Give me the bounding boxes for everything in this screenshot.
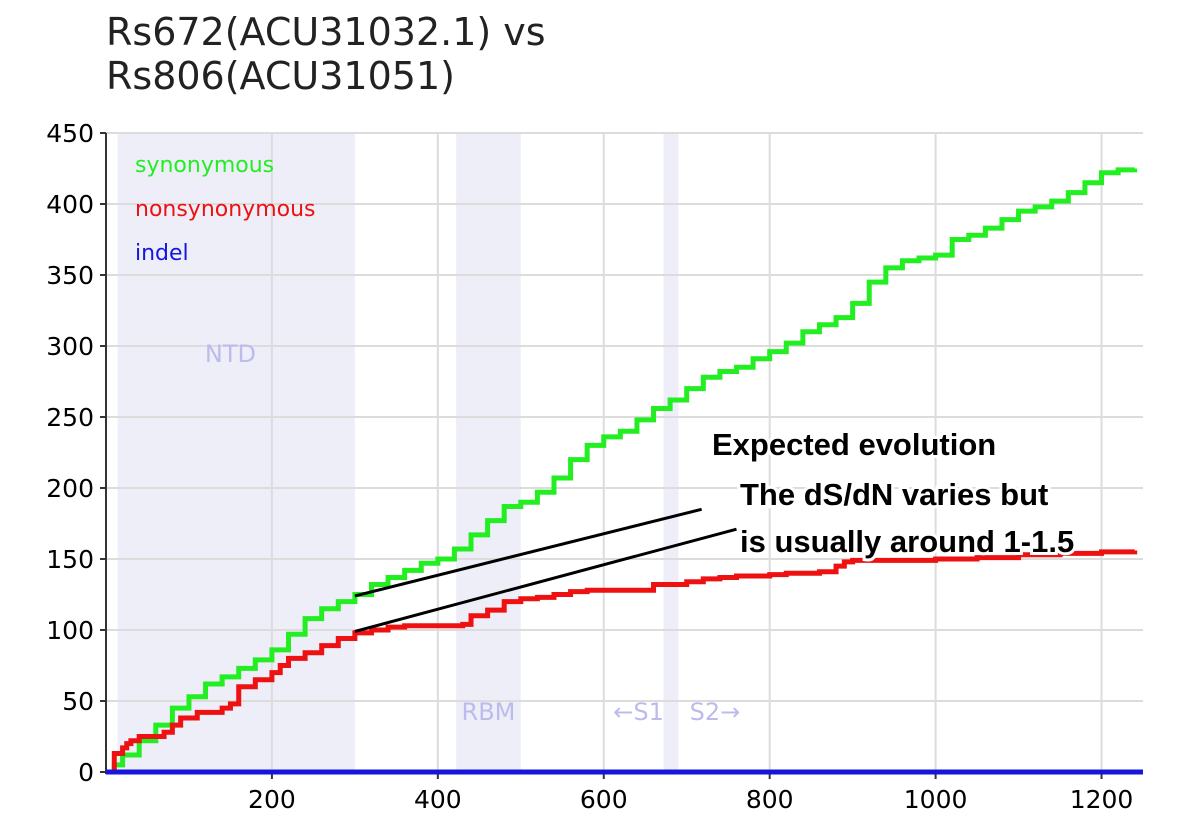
x-tick-label: 600 — [580, 785, 628, 814]
marker-label-1: S2→ — [690, 698, 741, 726]
x-tick-label: 200 — [248, 785, 296, 814]
x-tick-label: 400 — [414, 785, 462, 814]
x-tick-label: 1000 — [904, 785, 968, 814]
legend: synonymous nonsynonymous indel — [135, 153, 316, 266]
annotation-text-line-2: is usually around 1-1.5 — [740, 524, 1074, 559]
chart-title: Rs672(ACU31032.1) vs Rs806(ACU31051) — [106, 10, 546, 98]
y-tick-label: 0 — [78, 758, 94, 787]
legend-entry-nonsynonymous: nonsynonymous — [135, 197, 316, 222]
marker-label-0: ←S1 — [613, 698, 664, 726]
annotation-pointer-0 — [354, 507, 703, 598]
y-tick-label: 400 — [46, 190, 94, 219]
region-labels: NTD RBM ←S1 S2→ — [205, 340, 740, 726]
annotation-text-line-0: Expected evolution — [712, 427, 996, 462]
chart-title-line-2: Rs806(ACU31051) — [106, 54, 455, 98]
x-tick-label: 1200 — [1070, 785, 1134, 814]
y-tick-label: 200 — [46, 474, 94, 503]
y-tick-label: 50 — [62, 687, 94, 716]
region-band-ntd — [117, 133, 355, 772]
y-tick-label: 350 — [46, 261, 94, 290]
region-label-rbm: RBM — [462, 698, 516, 726]
y-tick-label: 250 — [46, 403, 94, 432]
x-tick-label: 800 — [746, 785, 794, 814]
y-tick-label: 100 — [46, 616, 94, 645]
y-tick-label: 300 — [46, 332, 94, 361]
series-line-synonymous — [106, 167, 1138, 775]
annotation: Expected evolution The dS/dN varies but is… — [354, 424, 1077, 633]
y-tick-label: 150 — [46, 545, 94, 574]
chart-title-line-1: Rs672(ACU31032.1) vs — [106, 10, 546, 54]
shaded-regions — [117, 133, 679, 772]
region-label-ntd: NTD — [205, 340, 256, 368]
series-line-nonsynonymous — [106, 549, 1138, 775]
annotation-pointer-1 — [354, 527, 737, 633]
legend-entry-indel: indel — [135, 241, 189, 266]
y-tick-label: 450 — [46, 119, 94, 148]
annotation-text-line-1: The dS/dN varies but — [740, 477, 1048, 512]
region-band-rbm — [456, 133, 521, 772]
region-band-unlabeled — [663, 133, 679, 772]
legend-entry-synonymous: synonymous — [135, 153, 274, 178]
series-lines — [106, 167, 1143, 775]
